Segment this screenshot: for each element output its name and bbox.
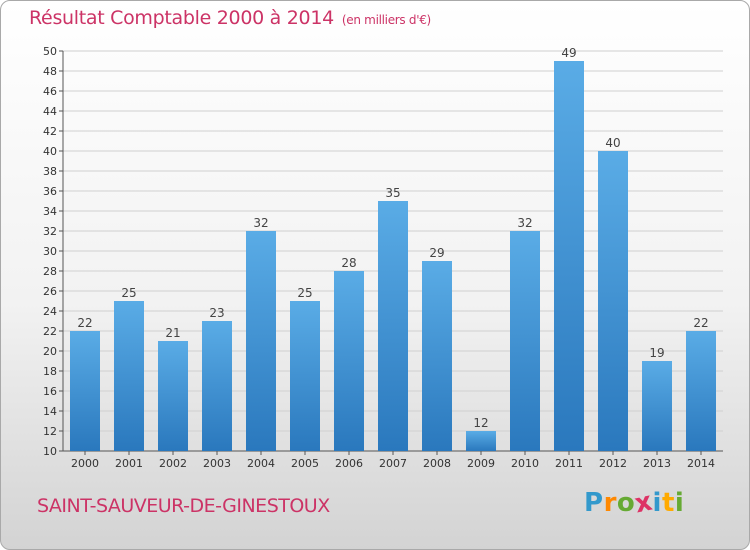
value-label: 40 xyxy=(605,136,620,150)
x-tick-label: 2003 xyxy=(203,457,231,470)
logo-letter: i xyxy=(674,488,685,518)
x-tick-label: 2002 xyxy=(159,457,187,470)
y-tick-label: 46 xyxy=(43,85,57,98)
bar-2001 xyxy=(114,301,144,451)
x-tick-label: 2008 xyxy=(423,457,451,470)
y-tick-label: 44 xyxy=(43,105,57,118)
y-tick-label: 34 xyxy=(43,205,57,218)
y-tick-label: 32 xyxy=(43,225,57,238)
bar-2008 xyxy=(422,261,452,451)
logo-letter: r xyxy=(603,488,617,518)
value-label: 49 xyxy=(561,46,576,60)
bar-2007 xyxy=(378,201,408,451)
bar-2013 xyxy=(642,361,672,451)
chart-title: Résultat Comptable 2000 à 2014 (en millie… xyxy=(29,7,431,29)
place-name: SAINT-SAUVEUR-DE-GINESTOUX xyxy=(37,495,330,517)
value-label: 12 xyxy=(473,416,488,430)
y-tick-label: 18 xyxy=(43,365,57,378)
bar-2000 xyxy=(70,331,100,451)
value-label: 25 xyxy=(297,286,312,300)
bar-2006 xyxy=(334,271,364,451)
x-tick-label: 2001 xyxy=(115,457,143,470)
value-label: 29 xyxy=(429,246,444,260)
x-tick-label: 2013 xyxy=(643,457,671,470)
value-label: 19 xyxy=(649,346,664,360)
value-label: 32 xyxy=(253,216,268,230)
y-tick-label: 48 xyxy=(43,65,57,78)
bar-2004 xyxy=(246,231,276,451)
x-tick-label: 2007 xyxy=(379,457,407,470)
x-tick-label: 2012 xyxy=(599,457,627,470)
y-tick-label: 28 xyxy=(43,265,57,278)
value-label: 22 xyxy=(77,316,92,330)
bars xyxy=(70,61,716,451)
x-tick-label: 2004 xyxy=(247,457,275,470)
logo-letter: t xyxy=(661,488,675,518)
bar-2010 xyxy=(510,231,540,451)
value-label: 35 xyxy=(385,186,400,200)
value-label: 32 xyxy=(517,216,532,230)
x-tick-label: 2005 xyxy=(291,457,319,470)
value-labels: 22 25 21 23 32 25 28 35 29 12 32 49 40 19 22 xyxy=(77,46,708,430)
value-label: 21 xyxy=(165,326,180,340)
y-tick-label: 24 xyxy=(43,305,57,318)
logo-letter: o xyxy=(616,488,636,518)
y-tick-label: 14 xyxy=(43,405,57,418)
value-label: 22 xyxy=(693,316,708,330)
axes: 10 12 14 16 18 20 22 24 26 28 30 32 34 36 38 40 42 44 46 48… xyxy=(43,45,723,470)
y-tick-label: 10 xyxy=(43,445,57,458)
logo-letter: P xyxy=(584,488,604,518)
y-tick-label: 30 xyxy=(43,245,57,258)
y-tick-label: 26 xyxy=(43,285,57,298)
y-tick-label: 50 xyxy=(43,45,57,58)
x-tick-label: 2014 xyxy=(687,457,715,470)
bar-2003 xyxy=(202,321,232,451)
value-label: 25 xyxy=(121,286,136,300)
y-tick-label: 36 xyxy=(43,185,57,198)
chart-subtitle: (en milliers d'€) xyxy=(341,13,431,27)
bar-2012 xyxy=(598,151,628,451)
bar-2009 xyxy=(466,431,496,451)
y-tick-label: 16 xyxy=(43,385,57,398)
chart-title-text: Résultat Comptable 2000 à 2014 xyxy=(29,7,334,29)
y-tick-label: 38 xyxy=(43,165,57,178)
x-tick-label: 2011 xyxy=(555,457,583,470)
y-tick-label: 42 xyxy=(43,125,57,138)
value-label: 28 xyxy=(341,256,356,270)
x-tick-label: 2000 xyxy=(71,457,99,470)
y-tick-label: 22 xyxy=(43,325,57,338)
x-tick-label: 2010 xyxy=(511,457,539,470)
x-tick-label: 2009 xyxy=(467,457,495,470)
bar-2011 xyxy=(554,61,584,451)
proxiti-logo[interactable]: Proxiti xyxy=(584,487,685,520)
bar-2005 xyxy=(290,301,320,451)
y-tick-label: 40 xyxy=(43,145,57,158)
y-tick-label: 20 xyxy=(43,345,57,358)
value-label: 23 xyxy=(209,306,224,320)
x-tick-label: 2006 xyxy=(335,457,363,470)
bar-2002 xyxy=(158,341,188,451)
bar-2014 xyxy=(686,331,716,451)
y-tick-label: 12 xyxy=(43,425,57,438)
logo-letter: i xyxy=(652,488,662,518)
